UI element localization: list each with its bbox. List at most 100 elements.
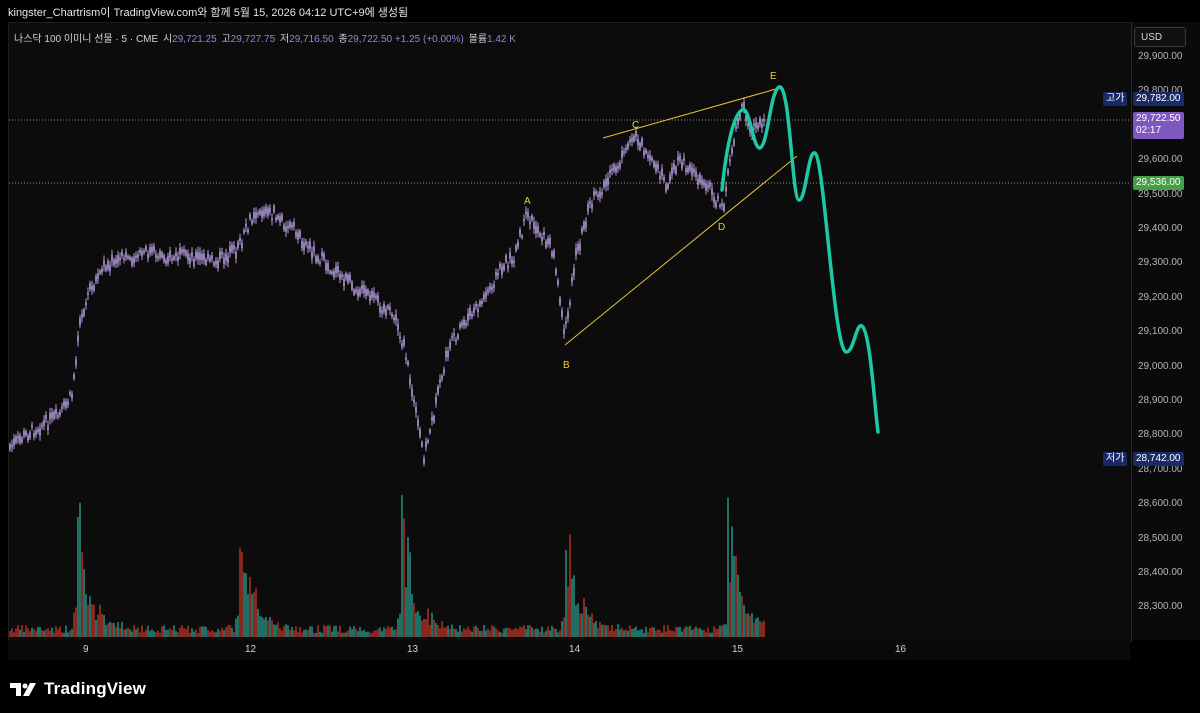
candle-body [659,176,661,179]
volume-bar [489,630,491,637]
candle-body [93,285,95,291]
volume-bar [113,623,115,637]
candle-body [175,252,177,257]
candle-body [619,162,621,168]
volume-bar [203,626,205,637]
volume-bar [297,631,299,637]
volume-bar [371,632,373,637]
candle-body [241,242,243,248]
volume-bar [573,575,575,637]
time-axis[interactable] [8,640,1130,660]
volume-bar [439,628,441,637]
candle-body [41,424,43,427]
volume-bar [491,625,493,637]
candle-body [573,268,575,276]
candle-body [313,246,315,252]
volume-bar [621,627,623,637]
volume-bar [737,574,739,637]
volume-bar [579,613,581,637]
candle-body [423,458,425,464]
volume-bar [35,630,37,637]
volume-bar [485,630,487,637]
currency-button[interactable]: USD [1134,27,1186,47]
volume-bar [423,618,425,637]
change-value: +1.25 (+0.00%) [394,34,464,45]
projected-path[interactable] [720,85,880,434]
volume-bar [333,626,335,637]
wedge-upper-trendline[interactable] [602,88,777,139]
symbol-name[interactable]: 나스닥 100 이미니 선물 · 5 · CME [14,34,159,45]
candle-body [731,147,733,154]
candle-body [131,258,133,266]
candle-body [123,257,125,260]
brand: TradingView [10,678,146,700]
volume-bar [361,630,363,637]
price-tick: 28,900.00 [1138,395,1183,406]
volume-bar [715,628,717,637]
volume-bar [577,603,579,637]
volume-bar [245,573,247,637]
candle-body [465,322,467,326]
volume-bar [589,616,591,637]
volume-bar [61,632,63,637]
volume-bar [295,626,297,637]
volume-bar [653,627,655,637]
candle-body [459,323,461,328]
brand-name: TradingView [44,679,147,698]
candle-body [157,256,159,259]
volume-bar [285,624,287,637]
volume-bar [459,625,461,637]
volume-bar [121,621,123,637]
volume-bar [645,626,647,637]
candle-body [489,286,491,290]
volume-bar [17,625,19,637]
candle-body [283,225,285,230]
candle-body [377,295,379,303]
candle-body [375,295,377,299]
candle-body [73,374,75,379]
candle-body [723,204,725,211]
volume-bar [495,628,497,637]
candle-body [451,335,453,339]
volume-bar [529,625,531,637]
volume-bar [451,624,453,637]
candle-body [331,271,333,274]
volume-bar [619,629,621,637]
candle-body [593,191,595,196]
candle-body [9,444,11,450]
volume-bar [321,632,323,637]
candle-body [663,176,665,181]
candle-body [369,294,371,301]
volume-bar [347,630,349,637]
candle-body [493,284,495,288]
candle-body [381,310,383,314]
candle-body [309,241,311,249]
volume-bar [111,623,113,637]
candle-body [285,226,287,232]
volume-bar [611,624,613,637]
volume-bar [83,569,85,637]
candle-body [559,297,561,305]
volume-bar [207,630,209,637]
candle-body [563,328,565,334]
candle-body [449,341,451,348]
volume-bar [669,629,671,637]
wedge-lower-trendline[interactable] [564,155,798,346]
candle-body [745,115,747,122]
snapshot-header: kingster_Chartrism이 TradingView.com와 함께 … [8,7,409,19]
low-label: 저 [279,34,290,45]
candle-body [251,220,253,224]
candle-body [127,255,129,259]
candle-body [487,289,489,293]
volume-bar [703,629,705,637]
volume-bar [353,626,355,637]
volume-bar [543,632,545,637]
candle-body [59,411,61,415]
candle-body [117,255,119,263]
candle-body [165,260,167,264]
candle-body [669,174,671,181]
volume-bar [57,629,59,637]
volume-bar [101,613,103,637]
volume-bar [309,626,311,637]
candle-body [327,263,329,271]
